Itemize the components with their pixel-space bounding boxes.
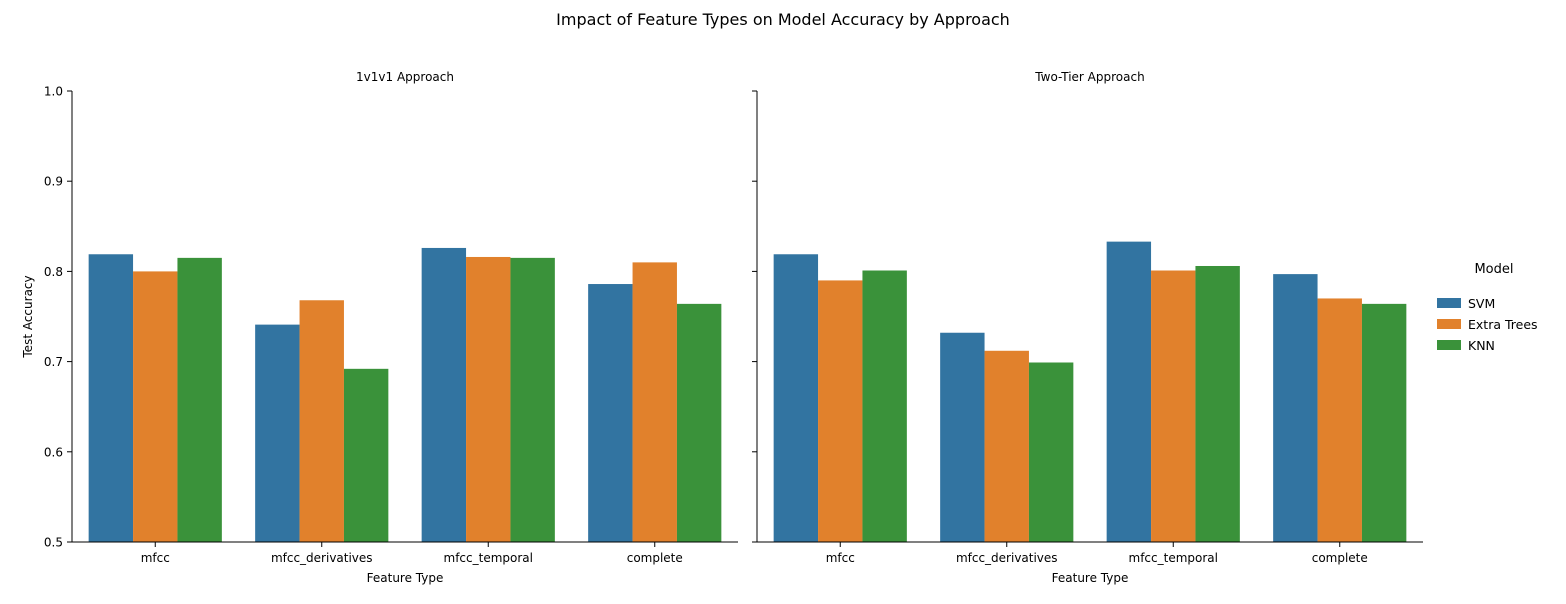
bar-svm-mfcc_temporal bbox=[1106, 241, 1152, 542]
bar-svm-complete bbox=[588, 284, 633, 542]
y-tick-label: 0.8 bbox=[44, 265, 63, 279]
legend-title: Model bbox=[1474, 262, 1513, 277]
legend-swatch-extra-trees bbox=[1437, 319, 1461, 329]
bar-knn-mfcc_temporal bbox=[1195, 265, 1240, 542]
figure-title: Impact of Feature Types on Model Accurac… bbox=[556, 10, 1010, 29]
bar-extra-trees-mfcc bbox=[818, 280, 863, 542]
bar-svm-mfcc_temporal bbox=[421, 247, 467, 542]
bar-extra-trees-mfcc bbox=[133, 271, 178, 542]
legend-label-extra-trees: Extra Trees bbox=[1468, 317, 1538, 332]
x-tick-label: complete bbox=[1312, 551, 1368, 565]
panel-title: Two-Tier Approach bbox=[1034, 70, 1144, 84]
y-tick-label: 1.0 bbox=[44, 85, 63, 99]
bar-extra-trees-mfcc_temporal bbox=[466, 256, 511, 542]
bar-knn-complete bbox=[1361, 303, 1407, 542]
bar-knn-complete bbox=[676, 303, 722, 542]
x-tick-label: mfcc_temporal bbox=[444, 551, 533, 565]
bar-svm-complete bbox=[1273, 274, 1318, 542]
y-tick-label: 0.6 bbox=[44, 445, 63, 459]
x-tick-label: complete bbox=[627, 551, 683, 565]
x-tick-label: mfcc bbox=[826, 551, 855, 565]
legend-label-svm: SVM bbox=[1468, 296, 1495, 311]
y-tick-label: 0.7 bbox=[44, 355, 63, 369]
bar-knn-mfcc bbox=[862, 270, 907, 542]
bar-knn-mfcc_derivatives bbox=[343, 368, 389, 542]
bar-extra-trees-complete bbox=[632, 262, 677, 542]
bar-svm-mfcc_derivatives bbox=[940, 332, 985, 542]
bar-knn-mfcc_derivatives bbox=[1028, 362, 1074, 542]
y-tick-label: 0.5 bbox=[44, 536, 63, 550]
y-axis-label: Test Accuracy bbox=[21, 275, 35, 358]
bar-knn-mfcc bbox=[177, 257, 222, 542]
x-tick-label: mfcc_temporal bbox=[1129, 551, 1218, 565]
panel-2: mfcc mfcc_derivatives mfcc_temporal complet… bbox=[752, 70, 1423, 585]
bar-extra-trees-complete bbox=[1317, 298, 1362, 542]
bar-svm-mfcc bbox=[88, 254, 134, 542]
x-axis-label: Feature Type bbox=[367, 571, 444, 585]
x-tick-label: mfcc_derivatives bbox=[956, 551, 1058, 565]
panel-title: 1v1v1 Approach bbox=[356, 70, 454, 84]
legend-label-knn: KNN bbox=[1468, 338, 1495, 353]
legend-swatch-knn bbox=[1437, 340, 1461, 350]
x-tick-label: mfcc_derivatives bbox=[271, 551, 373, 565]
panel-1: 0.5 0.6 0.7 0.8 0.9 1.0 mfcc mfcc_derivatives mf… bbox=[21, 70, 738, 585]
bar-extra-trees-mfcc_derivatives bbox=[984, 350, 1029, 542]
bar-extra-trees-mfcc_temporal bbox=[1151, 270, 1196, 542]
bar-svm-mfcc_derivatives bbox=[255, 324, 300, 542]
legend: Model SVM Extra Trees KNN bbox=[1437, 262, 1538, 353]
legend-swatch-svm bbox=[1437, 298, 1461, 308]
bar-knn-mfcc_temporal bbox=[510, 257, 555, 542]
bar-extra-trees-mfcc_derivatives bbox=[299, 300, 344, 542]
x-axis-label: Feature Type bbox=[1052, 571, 1129, 585]
y-tick-label: 0.9 bbox=[44, 175, 63, 189]
x-tick-label: mfcc bbox=[141, 551, 170, 565]
bar-svm-mfcc bbox=[773, 254, 819, 542]
